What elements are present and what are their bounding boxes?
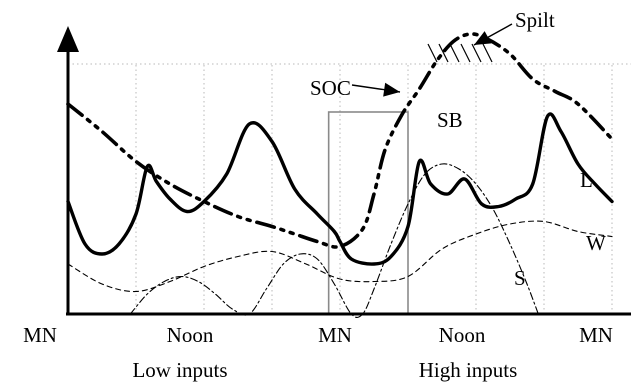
annotation-w: W (586, 231, 606, 255)
hatch-line (482, 43, 493, 63)
x-group-label: Low inputs (132, 358, 227, 382)
spilt-hatch (427, 43, 493, 63)
annotation-l: L (580, 168, 593, 192)
grid-lines (68, 63, 631, 314)
hatch-line (427, 43, 438, 63)
x-tick-label: MN (23, 323, 57, 347)
soc-arrow-icon (351, 82, 401, 97)
series-s-line (129, 163, 539, 318)
x-tick-label: Noon (439, 323, 486, 347)
annotation-arrows (351, 23, 513, 97)
annotation-soc: SOC (310, 76, 351, 100)
x-tick-label: Noon (167, 323, 214, 347)
spilt-arrow-icon (473, 23, 513, 46)
hatch-line (438, 43, 449, 63)
series-w-line (67, 220, 613, 293)
hatch-line (460, 43, 471, 63)
annotation-s: S (514, 266, 526, 290)
hatch-line (471, 43, 482, 63)
series-l-line (66, 112, 614, 266)
x-tick-label: MN (318, 323, 352, 347)
series-soc-line (66, 32, 614, 249)
y-axis (57, 26, 79, 314)
x-group-label: High inputs (419, 358, 518, 382)
y-axis-arrow-icon (57, 26, 79, 52)
annotation-sb: SB (437, 108, 463, 132)
annotation-spilt: Spilt (515, 8, 555, 32)
x-tick-label: MN (579, 323, 613, 347)
hatch-line (449, 43, 460, 63)
